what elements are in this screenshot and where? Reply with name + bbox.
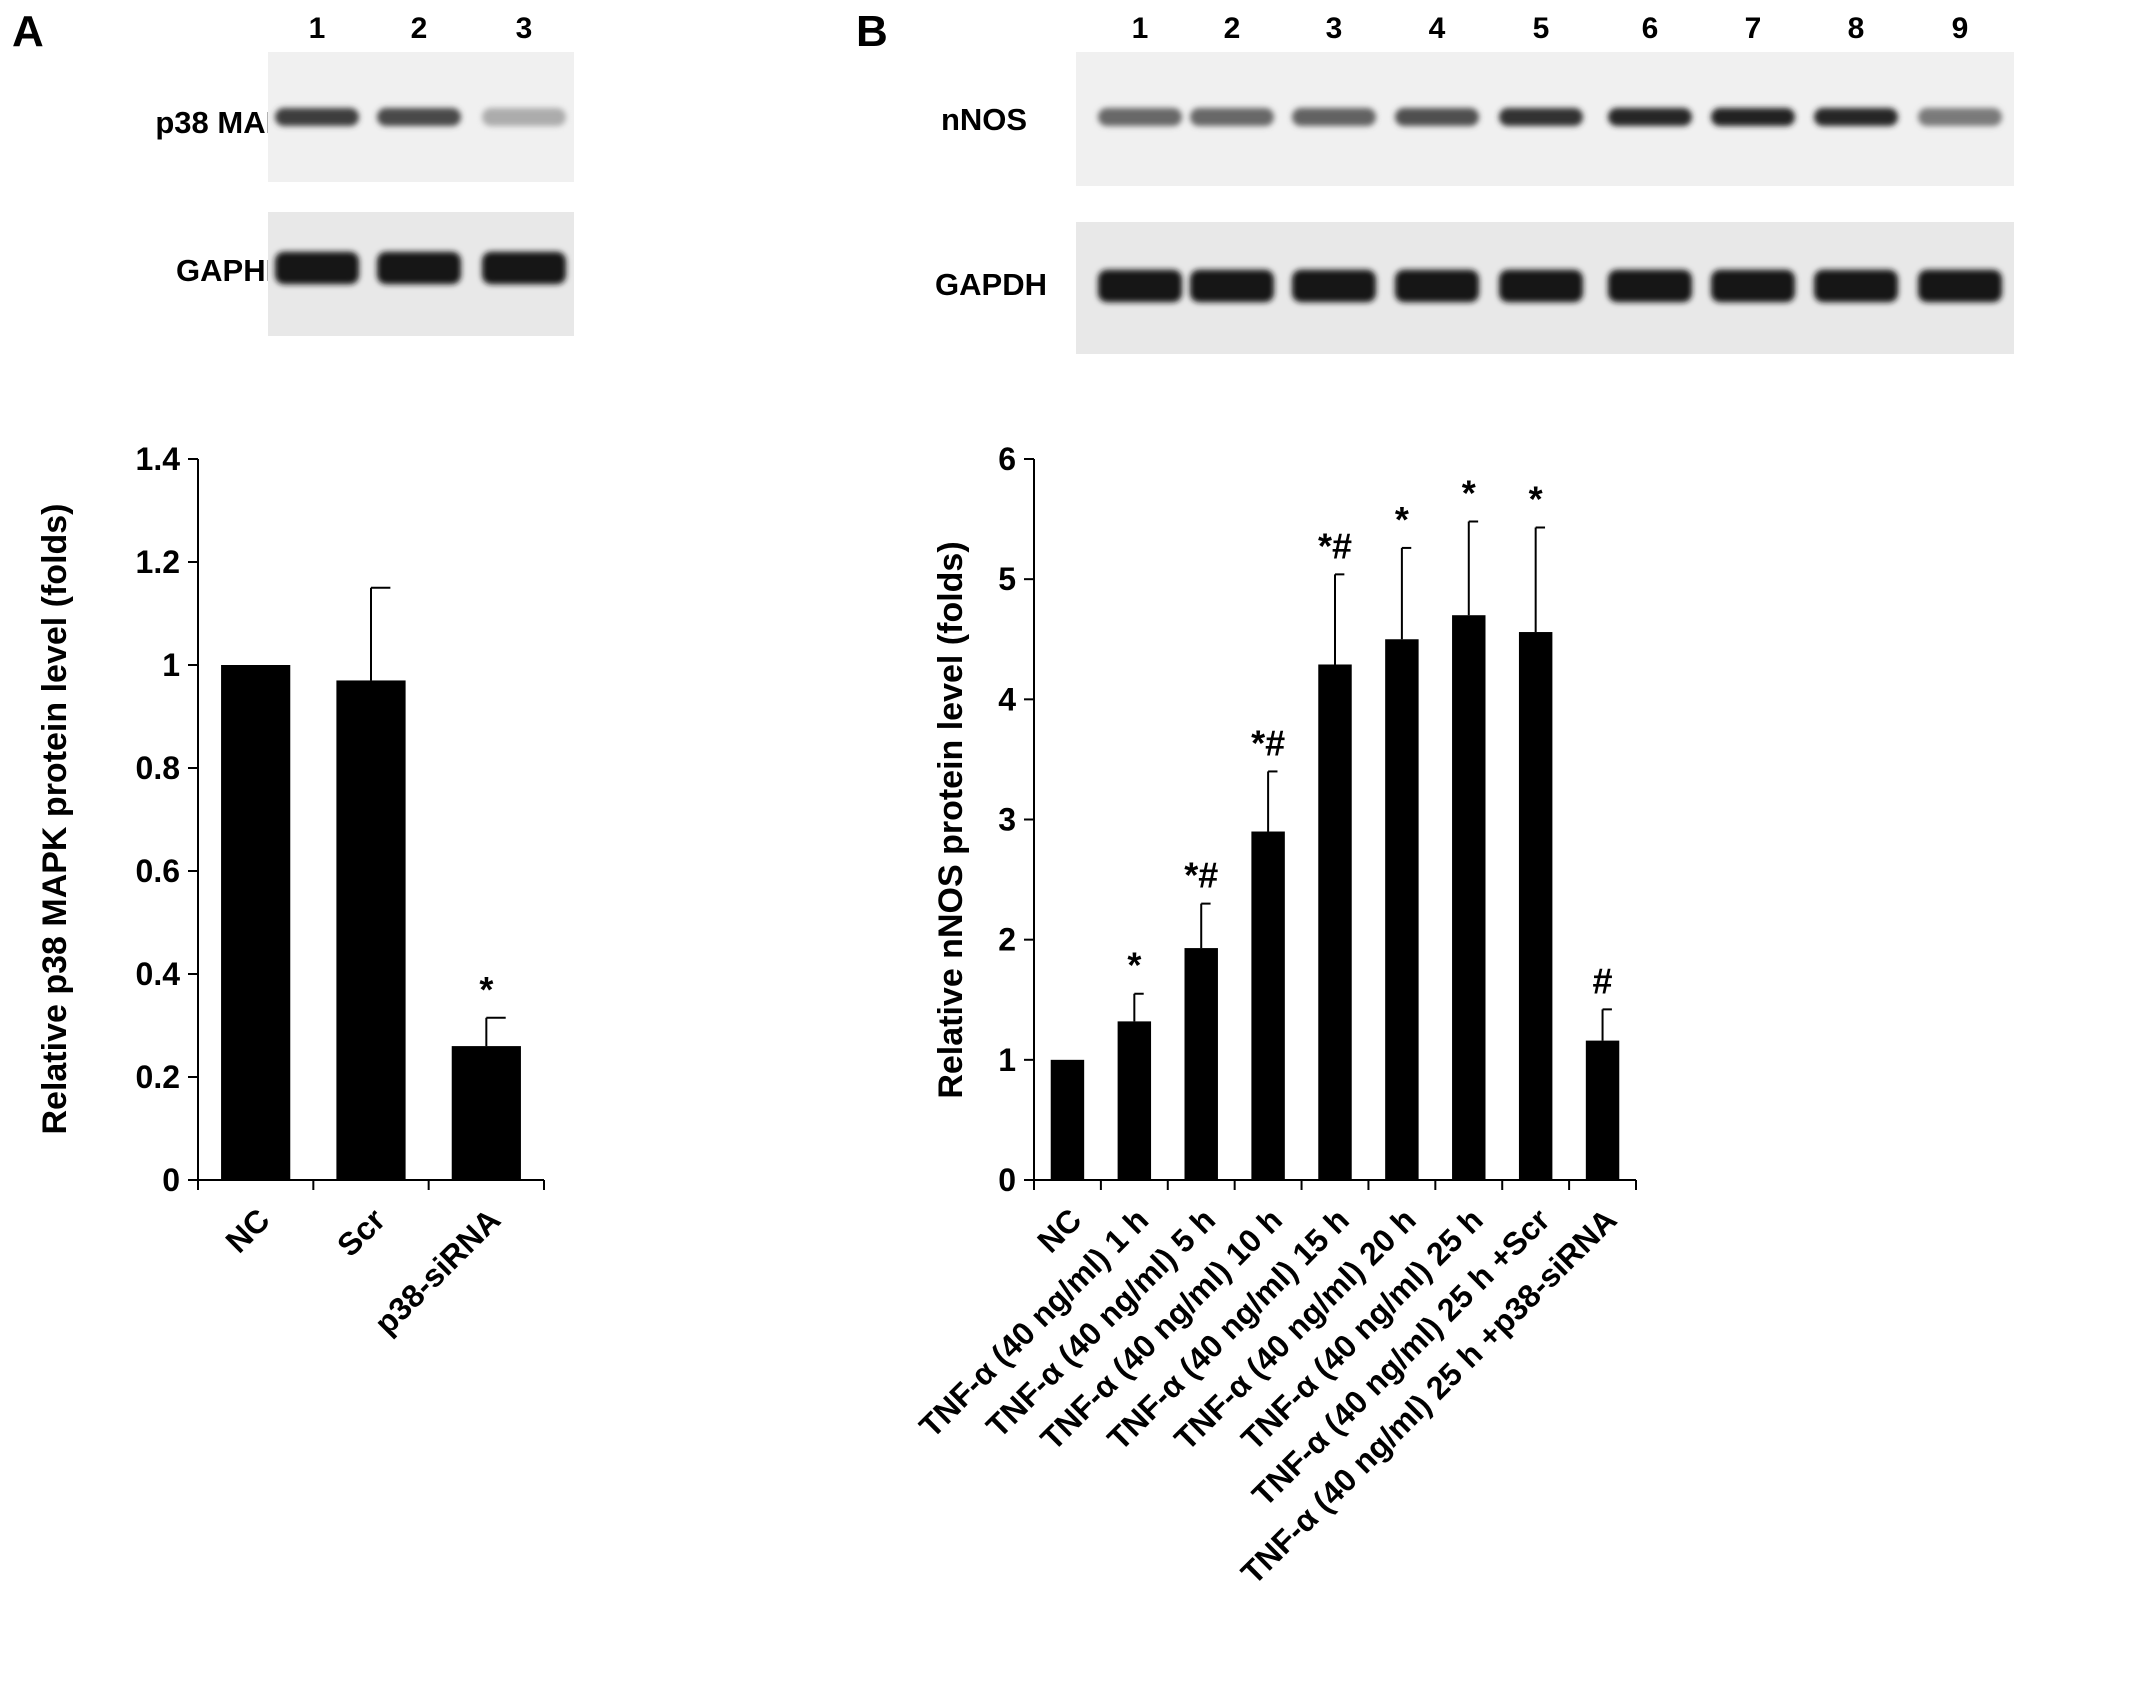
bar xyxy=(1518,632,1553,1180)
lane-number: 8 xyxy=(1848,12,1865,45)
loading-band xyxy=(275,251,359,285)
lane-number: 3 xyxy=(1326,12,1343,45)
loading-band xyxy=(1190,269,1274,303)
loading-band xyxy=(1098,269,1182,303)
y-tick-label: 1.4 xyxy=(136,441,181,477)
bar xyxy=(1452,615,1486,1180)
y-tick-label: 6 xyxy=(998,441,1016,477)
y-tick-label: 0.6 xyxy=(136,853,180,889)
bar xyxy=(1251,831,1285,1180)
lane-number: 7 xyxy=(1745,12,1762,45)
significance-marker: * xyxy=(1462,472,1476,513)
loading-band xyxy=(1499,269,1583,303)
panel-a-lane-numbers: 1 2 3 xyxy=(309,12,533,45)
chart-b-y-axis-label: Relative nNOS protein level (folds) xyxy=(932,541,970,1098)
lane-number: 2 xyxy=(1224,12,1241,45)
target-band xyxy=(1918,108,2002,126)
significance-marker: *# xyxy=(1251,722,1285,763)
loading-band xyxy=(1608,269,1692,303)
panel-a-target-bands xyxy=(275,108,566,126)
bar xyxy=(451,1046,521,1180)
significance-marker: * xyxy=(1395,499,1409,540)
loading-band xyxy=(1918,269,2002,303)
panel-a-loading-bands xyxy=(275,251,566,285)
panel-b-target-label: nNOS xyxy=(941,102,1027,137)
category-label: NC xyxy=(218,1201,276,1259)
target-band xyxy=(1292,108,1376,126)
y-tick-label: 5 xyxy=(998,561,1016,597)
target-band xyxy=(1711,108,1795,126)
significance-marker: *# xyxy=(1318,525,1352,566)
panel-b-lane-numbers: 1 2 3 4 5 6 7 8 9 xyxy=(1132,12,1969,45)
bar xyxy=(1318,664,1352,1180)
loading-band xyxy=(482,251,566,285)
y-tick-label: 0.2 xyxy=(136,1059,180,1095)
bar xyxy=(1184,948,1218,1180)
loading-band xyxy=(1711,269,1795,303)
y-tick-label: 0 xyxy=(998,1162,1016,1198)
panel-b-loading-label: GAPDH xyxy=(935,267,1047,302)
y-tick-label: 0.8 xyxy=(136,750,180,786)
loading-band xyxy=(1292,269,1376,303)
y-tick-label: 0.4 xyxy=(136,956,181,992)
loading-band xyxy=(1395,269,1479,303)
panel-b: B 1 2 3 4 5 6 7 8 9 nNOS GAPDH Relative nNOS pro… xyxy=(856,7,2014,1591)
y-tick-label: 1 xyxy=(162,647,180,683)
target-band xyxy=(1499,108,1583,126)
lane-number: 1 xyxy=(1132,12,1149,45)
y-tick-label: 1 xyxy=(998,1042,1016,1078)
y-tick-label: 3 xyxy=(998,802,1016,838)
significance-marker: * xyxy=(1127,945,1141,986)
category-label: p38-siRNA xyxy=(367,1201,507,1341)
bar xyxy=(1050,1059,1085,1180)
loading-band xyxy=(377,251,461,285)
y-tick-label: 1.2 xyxy=(136,544,180,580)
target-band xyxy=(1814,108,1898,126)
bar xyxy=(221,665,291,1180)
lane-number: 1 xyxy=(309,12,326,45)
bar xyxy=(336,680,406,1180)
target-band xyxy=(275,108,359,126)
panel-a-letter: A xyxy=(12,7,44,56)
chart-a-y-axis-label: Relative p38 MAPK protein level (folds) xyxy=(36,503,74,1134)
panel-b-letter: B xyxy=(856,7,888,56)
bar xyxy=(1585,1040,1620,1180)
panel-b-loading-bands xyxy=(1098,269,2002,303)
lane-number: 5 xyxy=(1533,12,1550,45)
target-band xyxy=(1098,108,1182,126)
target-band xyxy=(377,108,461,126)
chart-a: Relative p38 MAPK protein level (folds) … xyxy=(36,441,545,1341)
lane-number: 6 xyxy=(1642,12,1659,45)
lane-number: 2 xyxy=(411,12,428,45)
y-tick-label: 0 xyxy=(162,1162,180,1198)
lane-number: 4 xyxy=(1429,12,1446,45)
target-band xyxy=(482,108,566,126)
category-label: Scr xyxy=(330,1201,392,1263)
significance-marker: *# xyxy=(1184,855,1218,896)
target-band xyxy=(1190,108,1274,126)
y-tick-label: 4 xyxy=(998,681,1016,717)
significance-marker: * xyxy=(1529,478,1543,519)
significance-marker: * xyxy=(479,969,493,1010)
panel-b-blot: 1 2 3 4 5 6 7 8 9 nNOS GAPDH xyxy=(935,12,2014,354)
target-band xyxy=(1395,108,1479,126)
bar xyxy=(1385,639,1419,1180)
lane-number: 3 xyxy=(516,12,533,45)
y-tick-label: 2 xyxy=(998,922,1016,958)
loading-band xyxy=(1814,269,1898,303)
target-band xyxy=(1608,108,1692,126)
lane-number: 9 xyxy=(1952,12,1969,45)
panel-b-target-bands xyxy=(1098,108,2002,126)
significance-marker: # xyxy=(1593,960,1613,1001)
bar xyxy=(1117,1021,1152,1180)
chart-b: Relative nNOS protein level (folds) 0 1 2 3… xyxy=(912,441,1637,1591)
